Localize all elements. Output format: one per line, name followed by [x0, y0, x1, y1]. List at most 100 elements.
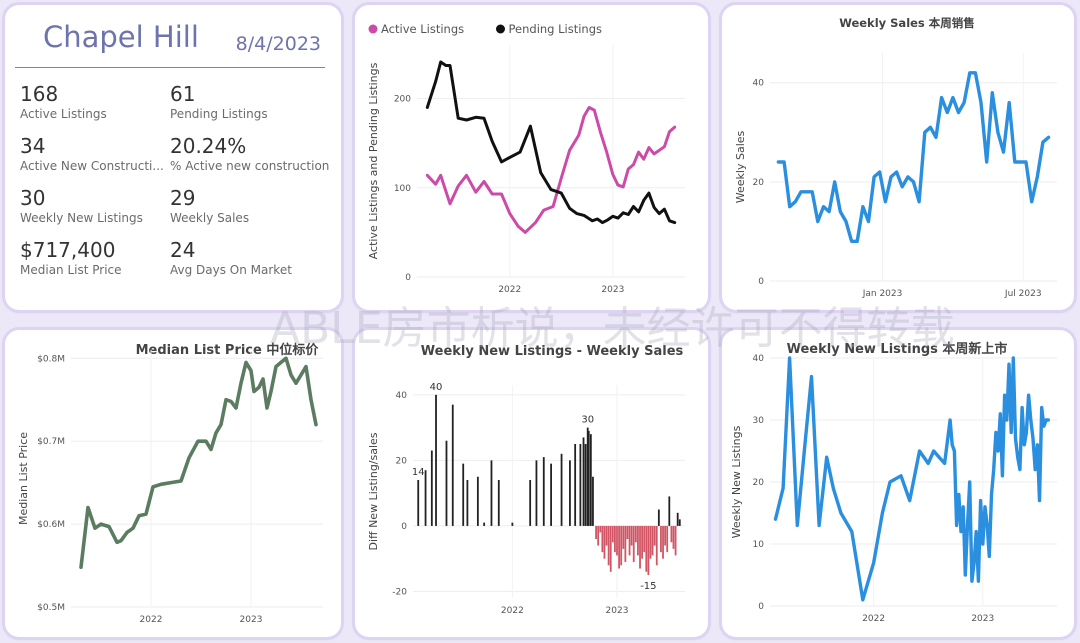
- bar: [651, 525, 654, 556]
- bar: [660, 525, 662, 553]
- y-axis-label: Weekly Sales: [734, 130, 747, 203]
- kpi-median-list-price: $717,400 Median List Price: [20, 238, 180, 278]
- y-tick-label: $0.7M: [37, 437, 65, 447]
- y-tick-label: 20: [753, 478, 765, 488]
- x-tick-label: Jul 2023: [1004, 289, 1042, 299]
- bar: [445, 440, 448, 526]
- kpi-value: 24: [170, 238, 196, 262]
- bar: [584, 443, 587, 526]
- x-tick-label: 2023: [606, 606, 629, 616]
- weekly-new-listings-chart: Weekly New Listings 本周新上市 0 10 20 30 40 2022 20…: [730, 341, 1057, 624]
- y-tick-label: -20: [392, 587, 407, 597]
- kpi-label: Median List Price: [20, 263, 122, 277]
- kpi-avg-days-on-market: 24 Avg Days On Market: [170, 238, 330, 278]
- y-tick-label: 0: [401, 522, 407, 532]
- bar: [579, 443, 582, 526]
- bar: [649, 525, 652, 559]
- bar: [595, 525, 597, 540]
- bar: [599, 525, 602, 533]
- bar: [451, 404, 454, 526]
- y-tick-label: 100: [394, 184, 411, 194]
- bar: [668, 496, 671, 526]
- kpi-label: Pending Listings: [170, 107, 268, 121]
- series-line: [776, 71, 1051, 243]
- bar: [476, 476, 479, 526]
- bar: [609, 525, 612, 572]
- x-tick-label: 2022: [140, 615, 163, 625]
- x-tick-label: 2022: [862, 614, 885, 624]
- bar: [542, 457, 545, 526]
- bar: [616, 525, 618, 556]
- y-tick-label: 20: [753, 178, 765, 188]
- y-tick-label: 10: [753, 540, 765, 550]
- bar: [574, 443, 577, 526]
- x-tick-label: Jan 2023: [862, 289, 903, 299]
- y-tick-label: $0.6M: [37, 520, 65, 530]
- y-tick-label: 40: [396, 391, 408, 401]
- city-title: Chapel Hill: [43, 20, 199, 54]
- bar: [529, 480, 532, 526]
- kpi-label: Weekly New Listings: [20, 211, 143, 225]
- kpi-value: 29: [170, 186, 196, 210]
- y-tick-label: 200: [394, 95, 411, 105]
- kpi-value: 30: [20, 186, 46, 210]
- bar: [582, 437, 585, 526]
- bar: [605, 525, 608, 546]
- series-line: [425, 106, 677, 234]
- y-tick-label: $0.5M: [37, 603, 65, 613]
- bar: [620, 525, 623, 566]
- x-tick-label: 2023: [601, 285, 624, 295]
- diff-chart-card: Weekly New Listings - Weekly Sales -20 0 20…: [355, 330, 708, 637]
- bar: [497, 480, 500, 526]
- kpi-active-listings: 168 Active Listings: [20, 82, 180, 122]
- kpi-value: 61: [170, 82, 196, 106]
- y-axis-label: Weekly New Listings: [730, 425, 743, 538]
- bar: [653, 525, 656, 546]
- legend-label: Pending Listings: [509, 22, 603, 36]
- diff-listings-sales-chart: Weekly New Listings - Weekly Sales -20 0 20…: [367, 344, 685, 616]
- bar: [560, 453, 563, 526]
- bar: [639, 525, 641, 569]
- kpi-value: $717,400: [20, 238, 116, 262]
- chart-title: Weekly New Listings - Weekly Sales: [421, 344, 684, 359]
- legend-marker: [368, 24, 378, 34]
- y-axis-label: Active Listings and Pending Listings: [367, 62, 380, 259]
- kpi-value: 168: [20, 82, 59, 106]
- weekly-sales-chart: Weekly Sales 本周销售 0 20 40 Jan 2023 Jul 2023 We…: [734, 16, 1057, 299]
- bar: [630, 525, 633, 546]
- bar: [643, 525, 646, 553]
- bar: [655, 525, 658, 566]
- series-line: [79, 356, 318, 569]
- y-tick-label: 0: [758, 602, 764, 612]
- bar: [626, 525, 629, 540]
- bar: [666, 525, 669, 553]
- report-date: 8/4/2023: [235, 33, 321, 55]
- y-tick-label: 40: [753, 79, 765, 89]
- bar: [657, 509, 660, 526]
- x-tick-label: 2022: [501, 606, 524, 616]
- y-axis-label: Diff New Listing/sales: [367, 432, 380, 550]
- bar: [664, 525, 667, 546]
- bar: [601, 525, 604, 553]
- bar: [589, 434, 592, 526]
- x-tick-label: 2023: [971, 614, 994, 624]
- bar: [624, 525, 627, 562]
- kpi-pending-listings: 61 Pending Listings: [170, 82, 330, 122]
- kpi-header: Chapel Hill 8/4/2023: [15, 17, 325, 68]
- kpi-label: Active Listings: [20, 107, 107, 121]
- bar: [424, 470, 427, 526]
- y-tick-label: 0: [405, 273, 411, 283]
- bar: [634, 525, 637, 543]
- bar: [670, 525, 673, 543]
- bar: [618, 525, 620, 569]
- active-pending-chart: 0 100 200 2022 2023 Active Listings and Pendi…: [367, 22, 685, 295]
- bar: [662, 525, 664, 559]
- kpi-label: Avg Days On Market: [170, 263, 292, 277]
- data-label: 30: [581, 415, 594, 426]
- legend-label: Active Listings: [381, 22, 464, 36]
- data-label: 40: [430, 382, 443, 393]
- bar: [462, 463, 465, 526]
- bar: [511, 522, 514, 526]
- data-label: 14: [412, 467, 425, 478]
- kpi-label: Weekly Sales: [170, 211, 250, 225]
